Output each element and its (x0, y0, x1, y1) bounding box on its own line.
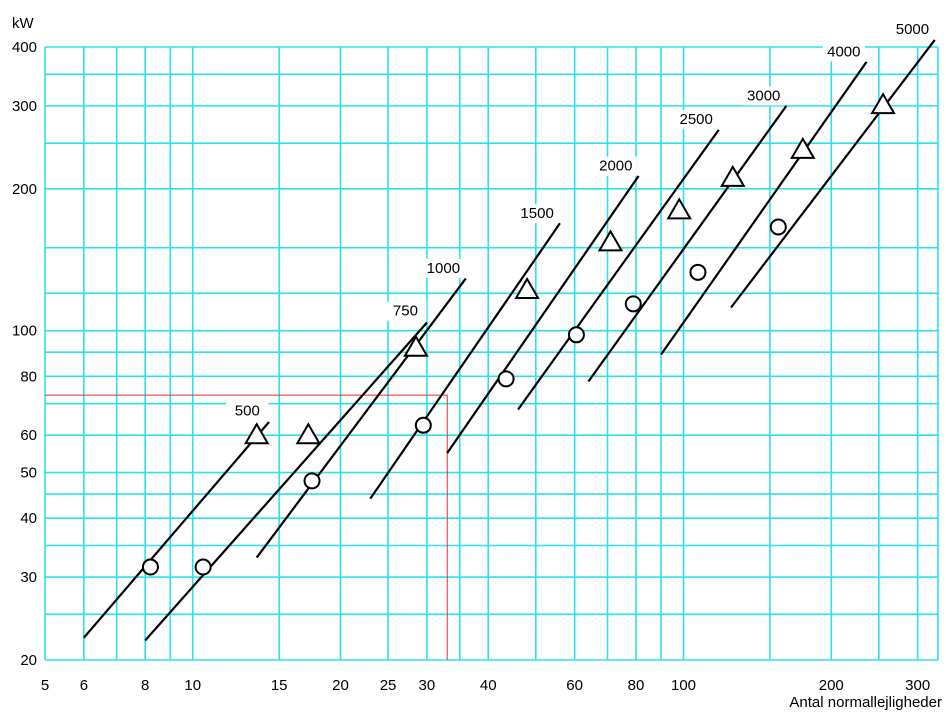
x-tick-label: 25 (380, 677, 397, 694)
series-label: 4000 (827, 44, 860, 61)
triangle-marker (666, 197, 692, 220)
y-tick-label: 50 (20, 465, 37, 482)
y-tick-label: 300 (12, 98, 37, 115)
y-tick-label: 200 (12, 181, 37, 198)
series-label-bg (675, 110, 718, 130)
series-label: 1500 (520, 205, 553, 222)
circle-marker (141, 558, 159, 576)
reading-guide-line (45, 394, 448, 660)
series-line (144, 321, 428, 642)
series-label: 1000 (427, 260, 460, 277)
series-label-bg (422, 258, 465, 278)
series-label-bg (742, 86, 785, 106)
reading-layer (45, 394, 448, 660)
y-tick-label: 60 (20, 427, 37, 444)
triangle-marker (790, 136, 816, 159)
x-tick-label: 300 (905, 677, 930, 694)
x-tick-label: 15 (271, 677, 288, 694)
series-line (446, 175, 640, 454)
circle-marker (414, 416, 432, 434)
y-tick-label: 80 (20, 368, 37, 385)
series-label-bg (384, 301, 427, 321)
series-label: 5000 (896, 21, 929, 38)
series-label-bg (226, 401, 269, 421)
x-tick-label: 60 (566, 677, 583, 694)
x-tick-label: 20 (332, 677, 349, 694)
series-line (587, 105, 788, 383)
y-tick-label: 400 (12, 39, 37, 56)
series-line (660, 61, 868, 356)
triangle-marker (870, 92, 896, 115)
triangle-marker (403, 334, 429, 357)
tick-layer: 5 6 8 10 15 20 25 30 40 60 80 100 200 300 20 30 40 50 60 80… (12, 39, 930, 694)
x-tick-label: 200 (819, 677, 844, 694)
series-label-bg (594, 156, 637, 176)
circle-marker (194, 558, 212, 576)
x-tick-label: 10 (184, 677, 201, 694)
series-line (369, 222, 561, 500)
circle-marker (769, 218, 787, 236)
x-tick-label: 40 (480, 677, 497, 694)
x-tick-label: 6 (80, 677, 88, 694)
triangle-marker (295, 422, 322, 445)
triangle-marker (597, 229, 624, 252)
triangle-marker (243, 422, 270, 445)
circle-marker (624, 295, 642, 313)
circle-marker (303, 472, 321, 490)
series-label-bg (516, 204, 559, 224)
series-line (255, 277, 467, 559)
triangle-marker (720, 164, 746, 187)
series-label: 500 (235, 402, 260, 419)
circle-marker (689, 263, 707, 281)
y-tick-label: 20 (20, 652, 37, 669)
y-axis-title: kW (12, 15, 35, 32)
series-layer (83, 39, 936, 642)
x-tick-label: 30 (419, 677, 436, 694)
series-label-bg (891, 20, 934, 40)
series-label: 2500 (679, 111, 712, 128)
series-label: 3000 (747, 87, 780, 104)
series-label: 750 (393, 303, 418, 320)
x-tick-label: 5 (41, 677, 49, 694)
series-label-bg (822, 42, 865, 62)
series-label: 2000 (599, 158, 632, 175)
series-line (517, 129, 720, 411)
marker-layer (141, 92, 896, 576)
y-tick-label: 100 (12, 323, 37, 340)
label-layer: 500 750 1000 1500 2000 2500 3000 4000 5000 (226, 20, 934, 421)
series-line (730, 39, 936, 309)
circle-marker (497, 370, 515, 388)
circle-marker (567, 326, 585, 344)
x-tick-label: 8 (141, 677, 149, 694)
x-tick-label: 80 (628, 677, 645, 694)
series-line (83, 421, 270, 639)
x-axis-title: Antal normallejligheder (789, 694, 942, 711)
y-tick-label: 30 (20, 569, 37, 586)
triangle-marker (514, 276, 540, 299)
grid-layer (44, 46, 939, 661)
y-tick-label: 40 (20, 510, 37, 527)
x-tick-label: 100 (671, 677, 696, 694)
